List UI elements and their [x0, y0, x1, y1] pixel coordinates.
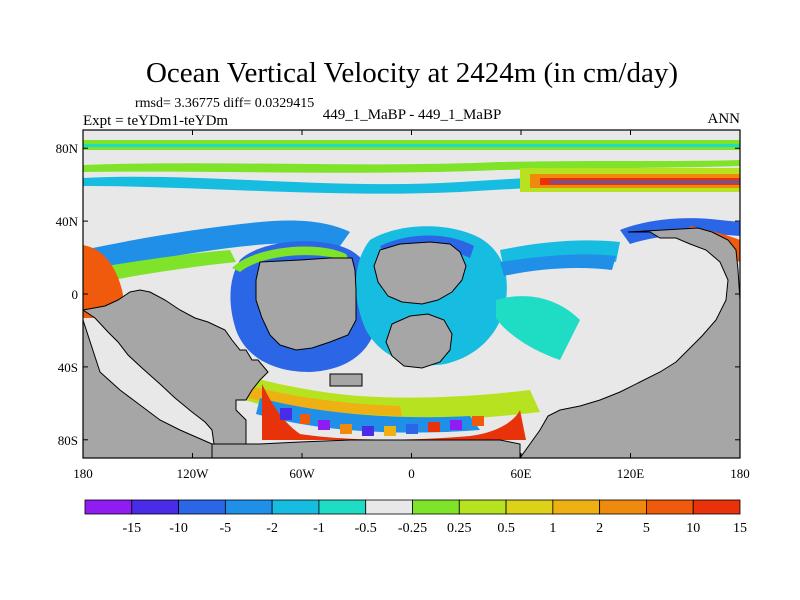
colorbar-label: -0.5	[355, 521, 377, 536]
land-eastern-continent	[519, 227, 740, 458]
colorbar-label: -15	[122, 521, 141, 536]
map-area	[83, 130, 740, 458]
colorbar-swatch	[412, 499, 460, 515]
x-tick-label: 0	[408, 466, 415, 481]
colorbar-swatch	[365, 499, 413, 515]
nw-band-blue	[83, 220, 350, 270]
colorbar-swatch	[271, 499, 320, 515]
north-band-green	[83, 160, 740, 173]
y-tick-label: 80N	[56, 141, 79, 156]
colorbar-label: 0.5	[497, 521, 515, 536]
experiment-label: Expt = teYDm1-teYDm	[83, 113, 228, 129]
colorbar-label: 0.25	[447, 521, 472, 536]
colorbar-swatch	[552, 499, 601, 515]
west-tropic-red	[83, 245, 124, 318]
southern-band-orange	[226, 380, 402, 416]
colorbar-swatch	[131, 499, 179, 515]
colorbar-label: -1	[313, 521, 325, 536]
colorbar-swatch	[178, 499, 226, 515]
colorbar-label: 10	[686, 521, 700, 536]
y-tick-label: 0	[72, 287, 79, 302]
colorbar-label: -2	[266, 521, 278, 536]
land-sea-strip	[329, 373, 363, 387]
colorbar-swatch	[599, 499, 647, 515]
east-band-blue	[500, 254, 616, 276]
jet-band-blue	[550, 181, 740, 183]
chart-title: Ocean Vertical Velocity at 2424m (in cm/…	[146, 57, 678, 89]
east-tropic-cyan	[496, 296, 580, 360]
stats-line: rmsd= 3.36775 diff= 0.0329415	[135, 96, 314, 111]
colorbar: -15 -10 -5 -2 -1 -0.5 -0.25 0.25 0.5 1 2 5 10 15	[84, 499, 747, 536]
nw-band-green	[83, 250, 236, 286]
land-western-continent	[83, 289, 269, 445]
colorbar-label: 15	[733, 521, 747, 536]
land-south-block	[83, 319, 213, 458]
colorbar-label: -5	[220, 521, 232, 536]
land-central-south	[385, 313, 453, 369]
colorbar-label: 2	[596, 521, 603, 536]
x-axis: 180 120W 60W 0 60E 120E 180	[73, 130, 750, 481]
colorbar-swatch	[224, 499, 273, 515]
colorbar-swatch	[646, 499, 694, 515]
colorbar-swatch	[318, 499, 367, 515]
colorbar-swatch	[458, 499, 507, 515]
antarctic-cell-row	[280, 408, 484, 436]
colorbar-swatch	[84, 499, 133, 515]
land-antarctic-rim	[211, 439, 521, 458]
west-ring-green	[232, 246, 350, 272]
land-masses	[83, 227, 740, 458]
y-tick-label: 80S	[58, 433, 78, 448]
colorbar-label: 5	[643, 521, 650, 536]
antarctic-red-cells	[262, 384, 526, 440]
land-central-north	[373, 241, 467, 305]
x-tick-label: 60E	[511, 466, 532, 481]
case-label: 449_1_MaBP - 449_1_MaBP	[323, 107, 502, 123]
colorbar-label: -0.25	[398, 521, 427, 536]
colorbar-label: 1	[549, 521, 556, 536]
season-label: ANN	[708, 111, 741, 127]
colorbar-swatch	[692, 499, 741, 515]
land-west-island	[255, 257, 357, 351]
y-tick-label: 40N	[56, 214, 79, 229]
y-tick-label: 40S	[58, 360, 78, 375]
x-tick-label: 180	[73, 466, 93, 481]
colorbar-label: -10	[169, 521, 188, 536]
x-tick-label: 120W	[177, 466, 210, 481]
colorbar-swatch	[505, 499, 554, 515]
y-axis: 80N 40N 0 40S 80S	[56, 141, 740, 448]
x-tick-label: 60W	[289, 466, 315, 481]
x-tick-label: 180	[730, 466, 750, 481]
southern-band-blue	[256, 398, 480, 433]
x-tick-label: 120E	[617, 466, 645, 481]
